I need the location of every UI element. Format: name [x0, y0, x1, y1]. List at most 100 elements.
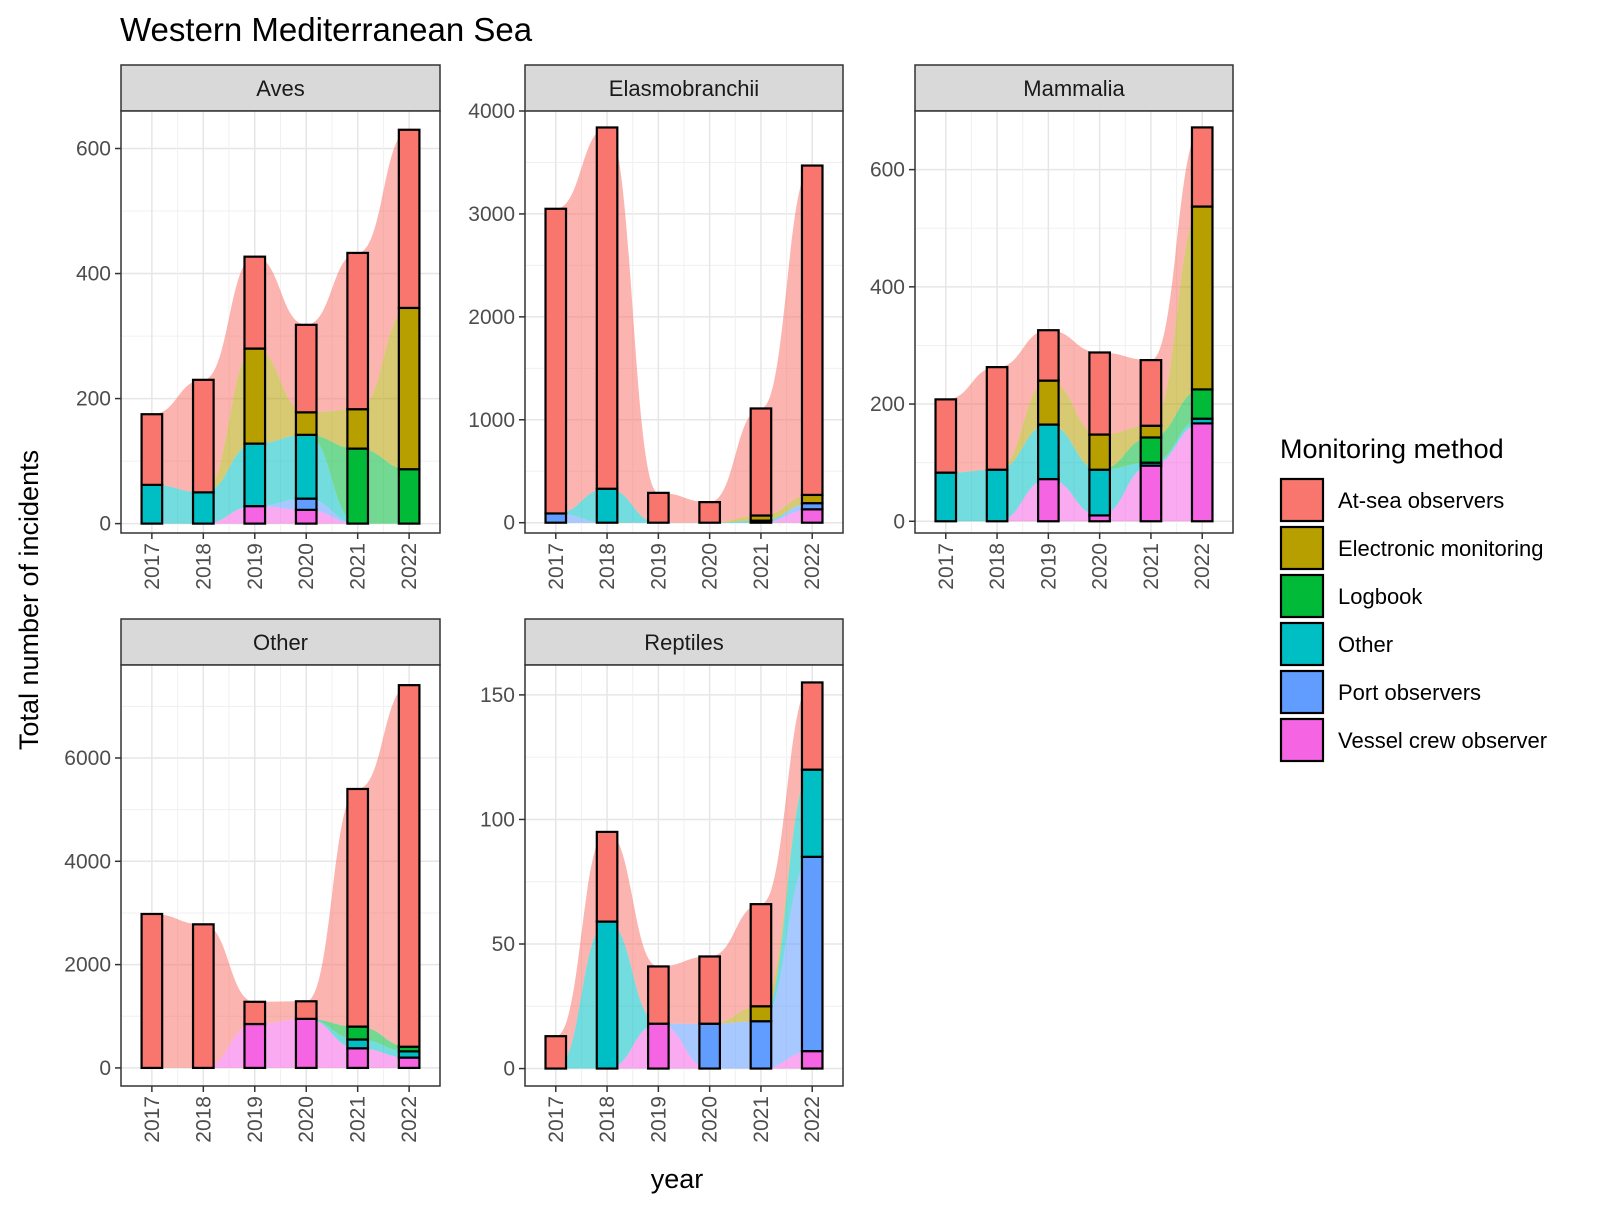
- x-tick-label: 2019: [244, 543, 267, 590]
- facet-strip-mammalia: [914, 64, 1234, 112]
- y-tick-label: 50: [492, 933, 515, 956]
- legend-title: Monitoring method: [1280, 434, 1504, 464]
- area-other: [945, 418, 1203, 522]
- bars: [934, 126, 1214, 523]
- panel-aves: Aves 0 200 400 600 2017 2018 2019 2020 2021 2022: [76, 64, 441, 590]
- facet-label-aves: Aves: [256, 76, 305, 101]
- x-axis: 2017 2018 2019 2020 2021 2022: [545, 533, 824, 590]
- legend-swatch-electronic-monitoring: [1279, 525, 1325, 571]
- facet-strip-other: [120, 618, 441, 666]
- bar-electronic-monitoring-2020: [294, 411, 318, 436]
- bar-at-sea-observers-2021: [346, 787, 370, 1028]
- bar-at-sea-observers-2019: [1036, 329, 1060, 382]
- bar-logbook-2022: [397, 468, 421, 525]
- panel-border: [120, 664, 441, 1087]
- bar-electronic-monitoring-2019: [243, 347, 267, 445]
- area-port-observers: [555, 856, 813, 1069]
- legend-item-port-observers: Port observers: [1279, 669, 1481, 715]
- bar-other-2020: [1088, 468, 1112, 517]
- legend-swatch-port-observers: [1279, 669, 1325, 715]
- panels-layer: Aves 0 200 400 600 2017 2018 2019 2020 2021 2022 El…: [64, 64, 1234, 1143]
- legend-swatch-other: [1279, 621, 1325, 667]
- bar-other-2018: [595, 487, 619, 524]
- facet-strip-aves: [120, 64, 441, 112]
- bar-vessel-crew-observer-2020: [294, 508, 318, 525]
- panel-border: [524, 110, 844, 534]
- x-tick-label: 2018: [192, 543, 215, 590]
- y-tick-label: 400: [76, 263, 111, 286]
- area-logbook: [151, 434, 410, 524]
- bar-other-2017: [140, 483, 164, 525]
- panel-border: [914, 110, 1234, 534]
- x-axis: 2017 2018 2019 2020 2021 2022: [141, 1086, 421, 1143]
- bar-at-sea-observers-2017: [140, 912, 164, 1070]
- area-vessel-crew-observer: [151, 1018, 410, 1068]
- y-axis-label: Total number of incidents: [14, 450, 44, 750]
- x-tick-label: 2017: [935, 543, 958, 590]
- bar-at-sea-observers-2018: [595, 126, 619, 490]
- bar-other-2021: [346, 1038, 370, 1050]
- y-tick-label: 2000: [468, 306, 515, 329]
- stream-areas: [151, 129, 410, 524]
- x-tick-label: 2019: [244, 1096, 267, 1143]
- x-axis: 2017 2018 2019 2020 2021 2022: [935, 533, 1214, 590]
- x-tick-label: 2022: [801, 543, 824, 590]
- area-at-sea-observers: [945, 127, 1203, 473]
- bar-at-sea-observers-2018: [191, 378, 215, 494]
- bar-at-sea-observers-2020: [294, 1000, 318, 1020]
- legend-item-electronic-monitoring: Electronic monitoring: [1279, 525, 1543, 571]
- x-tick-label: 2017: [141, 1096, 164, 1143]
- x-tick-label: 2018: [192, 1096, 215, 1143]
- bar-at-sea-observers-2019: [243, 255, 267, 350]
- x-tick-label: 2017: [545, 543, 568, 590]
- facet-strip-elasmobranchii: [524, 64, 844, 112]
- facet-label-other: Other: [253, 630, 308, 655]
- legend-label-vessel-crew-observer: Vessel crew observer: [1338, 728, 1547, 753]
- y-tick-label: 100: [480, 808, 515, 831]
- stream-areas: [945, 127, 1203, 522]
- bar-at-sea-observers-2018: [985, 366, 1009, 471]
- panel-border: [524, 664, 844, 1087]
- y-tick-label: 0: [99, 513, 111, 536]
- y-tick-label: 600: [76, 138, 111, 161]
- bar-at-sea-observers-2020: [698, 501, 722, 524]
- facet-label-mammalia: Mammalia: [1023, 76, 1125, 101]
- legend-label-port-observers: Port observers: [1338, 680, 1481, 705]
- y-axis: 0 200 400 600: [870, 159, 915, 533]
- x-axis-label: year: [651, 1164, 704, 1194]
- y-axis: 0 200 400 600: [76, 138, 121, 536]
- y-tick-label: 0: [503, 512, 515, 535]
- y-tick-label: 200: [76, 388, 111, 411]
- x-tick-label: 2022: [398, 543, 421, 590]
- bar-electronic-monitoring-2020: [1088, 433, 1112, 471]
- bar-other-2018: [595, 920, 619, 1070]
- area-electronic-monitoring: [945, 206, 1203, 473]
- x-tick-label: 2021: [347, 543, 370, 590]
- bar-electronic-monitoring-2022: [800, 493, 824, 505]
- bar-at-sea-observers-2022: [1190, 126, 1214, 208]
- bar-vessel-crew-observer-2019: [646, 1022, 670, 1070]
- legend-swatch-logbook: [1279, 573, 1325, 619]
- bar-vessel-crew-observer-2022: [397, 1056, 421, 1070]
- y-tick-label: 6000: [64, 747, 111, 770]
- area-vessel-crew-observer: [945, 423, 1203, 522]
- x-tick-label: 2019: [647, 1096, 670, 1143]
- bar-electronic-monitoring-2021: [346, 408, 370, 450]
- y-tick-label: 0: [503, 1058, 515, 1081]
- bar-at-sea-observers-2022: [397, 128, 421, 310]
- legend-item-vessel-crew-observer: Vessel crew observer: [1279, 717, 1547, 763]
- bar-at-sea-observers-2021: [1139, 358, 1163, 427]
- x-tick-label: 2018: [596, 1096, 619, 1143]
- bar-other-2019: [1036, 423, 1060, 481]
- x-tick-label: 2019: [1037, 543, 1060, 590]
- facet-label-elasmobranchii: Elasmobranchii: [609, 76, 759, 101]
- x-tick-label: 2022: [1191, 543, 1214, 590]
- bar-other-2019: [243, 442, 267, 508]
- y-tick-label: 0: [99, 1057, 111, 1080]
- bar-vessel-crew-observer-2019: [243, 505, 267, 525]
- bar-electronic-monitoring-2021: [1139, 424, 1163, 439]
